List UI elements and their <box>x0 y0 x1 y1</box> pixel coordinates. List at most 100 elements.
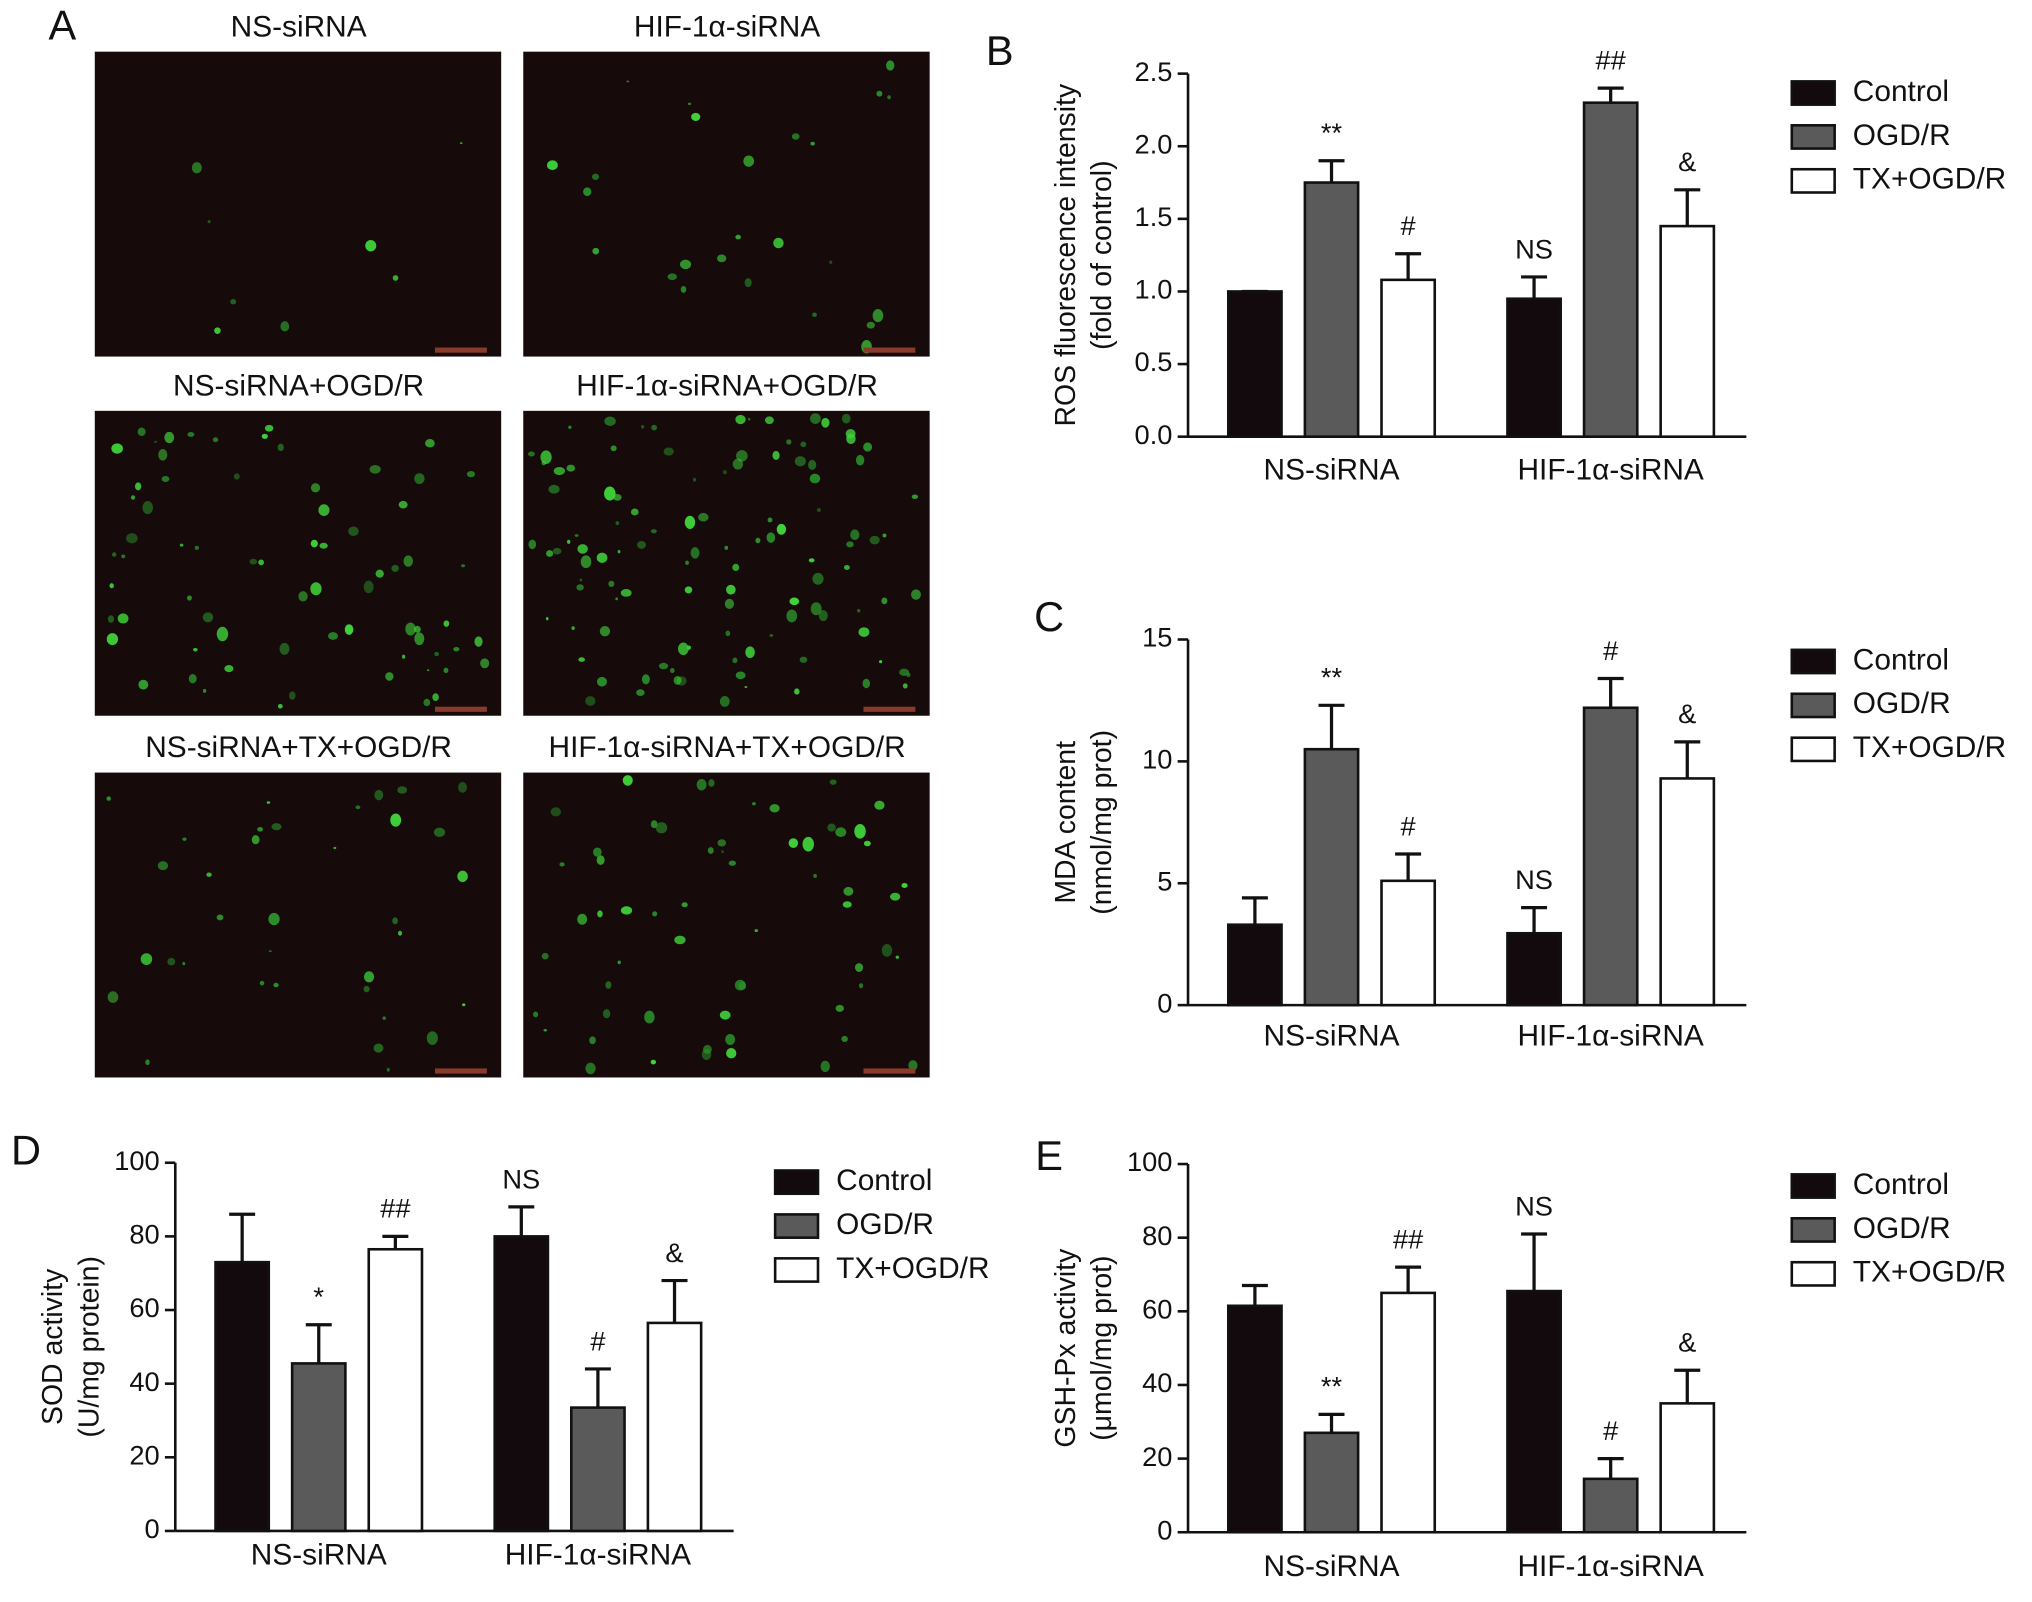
cell <box>846 541 854 548</box>
cell <box>655 822 668 834</box>
cell <box>405 622 416 636</box>
cell <box>724 545 729 550</box>
cell <box>540 450 552 464</box>
bar <box>367 1247 424 1533</box>
cell <box>650 529 657 534</box>
error-bar <box>305 1323 332 1364</box>
bar <box>1582 706 1639 1007</box>
y-tick-label: 1.0 <box>1135 274 1173 305</box>
cell <box>550 807 561 817</box>
cell <box>751 802 756 806</box>
legend-label: TX+OGD/R <box>1853 731 2006 764</box>
cell <box>157 861 169 871</box>
bar <box>1380 278 1437 438</box>
cell <box>854 823 866 839</box>
cell <box>318 504 330 516</box>
cell <box>224 665 234 673</box>
cell <box>858 983 864 989</box>
cell <box>319 542 328 549</box>
cell <box>268 950 272 953</box>
cell <box>453 646 460 652</box>
cell <box>755 537 761 544</box>
panel-label: B <box>986 27 1014 74</box>
bar <box>1226 290 1283 438</box>
cell <box>732 657 738 664</box>
cell <box>344 624 354 635</box>
cell <box>277 703 283 709</box>
cell <box>164 431 175 444</box>
cell <box>881 597 888 605</box>
y-tick-label: 80 <box>129 1219 159 1250</box>
bar <box>1506 297 1562 438</box>
bar <box>1582 1477 1639 1534</box>
cell <box>277 443 284 452</box>
cell <box>397 786 408 794</box>
x-tick-label: HIF-1α-siRNA <box>505 1539 691 1572</box>
bar <box>1303 181 1360 438</box>
cell <box>187 431 195 438</box>
cell <box>812 312 817 318</box>
cell <box>365 240 377 252</box>
cell <box>754 929 759 933</box>
cell <box>879 660 883 664</box>
cell <box>899 668 910 676</box>
cell <box>583 187 592 197</box>
legend-swatch <box>1790 1260 1836 1287</box>
annotation: ## <box>380 1193 410 1224</box>
cell <box>182 961 186 966</box>
bar <box>1659 224 1716 438</box>
annotation: # <box>1603 635 1618 666</box>
cell <box>111 552 117 557</box>
cell <box>298 591 308 602</box>
bar <box>1659 777 1716 1007</box>
error-bar <box>1674 188 1701 227</box>
cell <box>850 529 860 541</box>
cell <box>816 507 821 513</box>
cell <box>109 583 114 589</box>
error-bar <box>229 1212 256 1263</box>
cell <box>577 544 588 554</box>
cell <box>596 855 605 865</box>
y-axis-label: (fold of control) <box>1086 160 1118 350</box>
legend-label: TX+OGD/R <box>1853 163 2006 196</box>
cell <box>769 634 774 637</box>
error-bar <box>508 1205 535 1237</box>
cell <box>423 698 431 707</box>
legend-label: OGD/R <box>1853 687 1951 720</box>
cell <box>744 278 752 288</box>
cell <box>273 982 279 988</box>
cell <box>375 569 384 578</box>
bar <box>290 1362 347 1533</box>
cell <box>541 952 549 960</box>
cell <box>391 564 399 572</box>
cell <box>271 823 282 831</box>
cell <box>528 451 535 457</box>
cell <box>107 615 115 623</box>
cell <box>652 911 658 917</box>
cell <box>566 539 571 544</box>
y-tick-label: 1.5 <box>1135 201 1173 232</box>
cell <box>138 679 149 690</box>
bar <box>493 1235 550 1533</box>
legend-label: OGD/R <box>1853 1212 1951 1245</box>
micrograph <box>523 772 930 1078</box>
cell <box>188 673 197 684</box>
cell <box>641 674 650 685</box>
y-tick-label: 100 <box>114 1145 159 1176</box>
cell <box>717 839 727 847</box>
cell <box>721 850 724 854</box>
y-tick-label: 20 <box>129 1440 159 1471</box>
cell <box>212 437 219 443</box>
annotation: ** <box>1321 117 1343 148</box>
scale-bar <box>863 347 916 353</box>
cell <box>650 1059 657 1065</box>
legend-swatch <box>1790 167 1836 194</box>
cell <box>719 695 730 707</box>
legend-label: TX+OGD/R <box>836 1252 989 1285</box>
cell <box>268 912 280 926</box>
cell <box>821 417 830 428</box>
error-bar <box>1241 896 1268 925</box>
cell <box>605 981 612 989</box>
cell <box>862 678 871 689</box>
y-tick-label: 100 <box>1127 1146 1172 1177</box>
